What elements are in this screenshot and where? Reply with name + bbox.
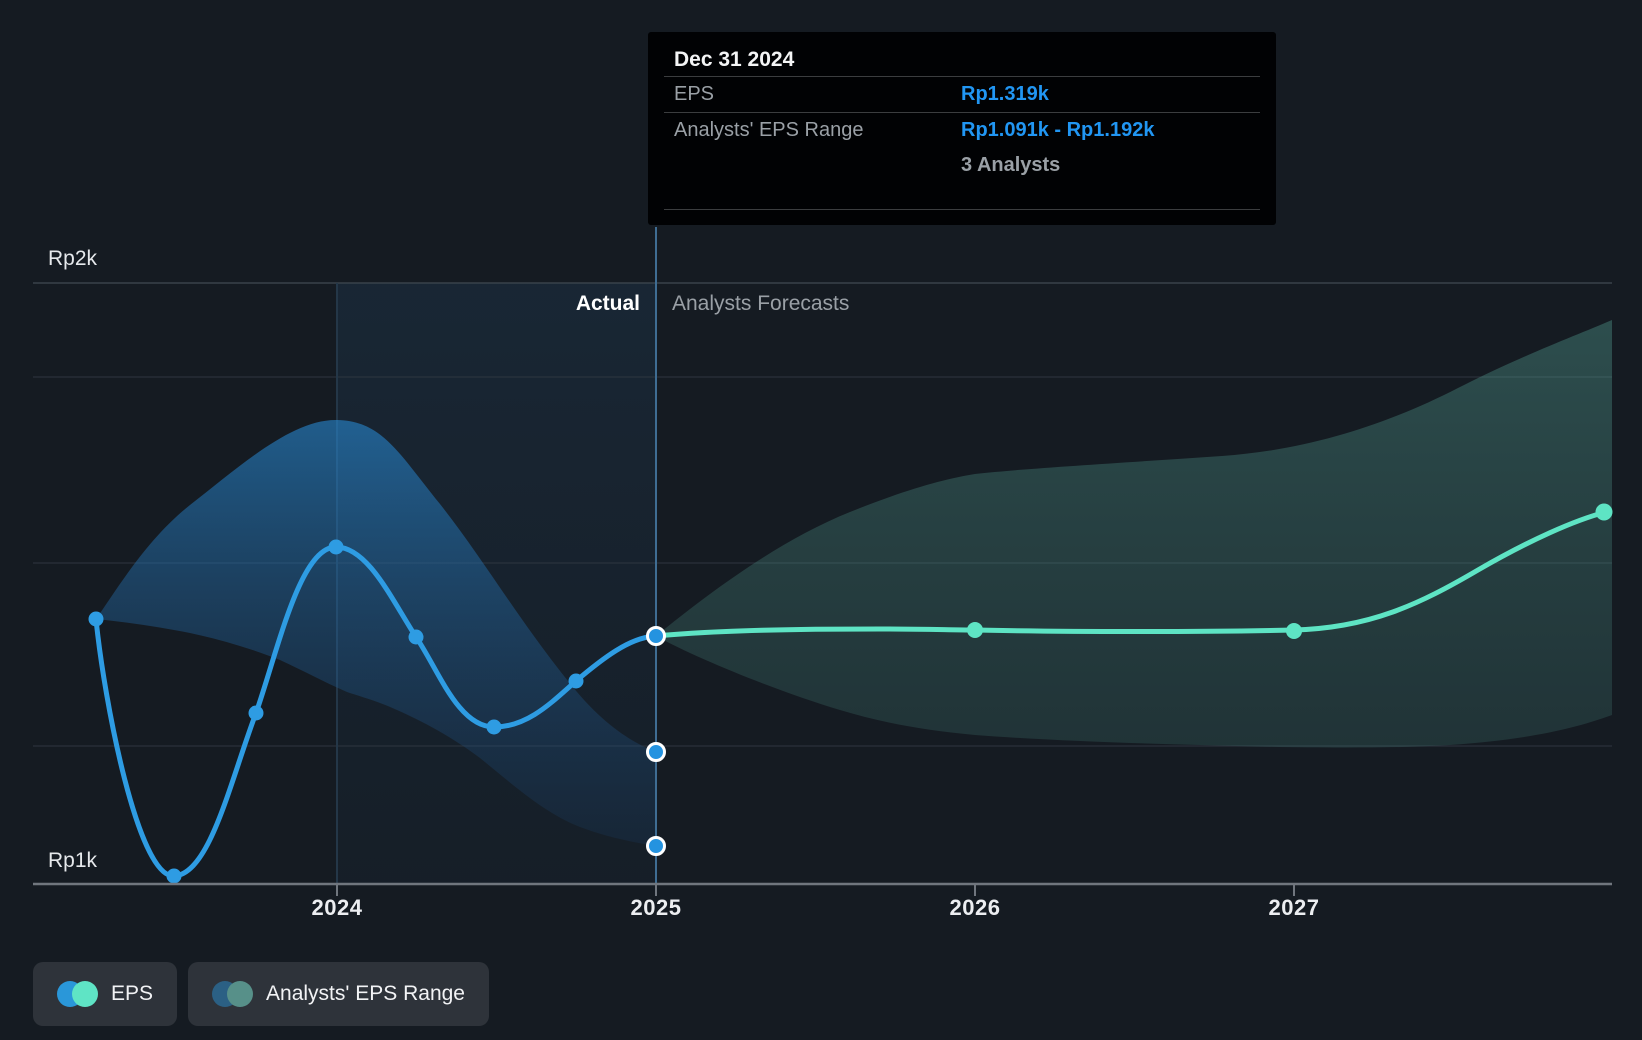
tooltip-range-value: Rp1.091k - Rp1.192k <box>961 119 1155 141</box>
eps-series-icon <box>57 981 98 1007</box>
chart-legend: EPS Analysts' EPS Range <box>33 962 489 1026</box>
x-tick-2027: 2027 <box>1268 895 1320 920</box>
legend-eps-label: EPS <box>111 982 154 1005</box>
hovered-point-markers[interactable] <box>646 626 666 856</box>
tooltip-range-label: Analysts' EPS Range <box>674 119 864 141</box>
x-tick-2024: 2024 <box>311 895 363 920</box>
x-axis <box>33 882 1612 896</box>
data-tooltip: Dec 31 2024 EPS Rp1.319k Analysts' EPS R… <box>648 32 1276 225</box>
tooltip-row-range: Analysts' EPS Range Rp1.091k - Rp1.192k <box>664 113 1260 148</box>
tooltip-row-eps: EPS Rp1.319k <box>664 77 1260 112</box>
forecast-phase-label: Analysts Forecasts <box>672 292 850 315</box>
y-axis-label-rp1k: Rp1k <box>48 849 98 872</box>
tooltip-divider <box>664 209 1260 210</box>
tooltip-eps-label: EPS <box>674 83 715 105</box>
legend-chip-eps[interactable]: EPS <box>33 962 178 1026</box>
tooltip-divider <box>664 76 1260 77</box>
x-tick-2026: 2026 <box>949 895 1001 920</box>
tooltip-analysts-count: 3 Analysts <box>961 154 1061 176</box>
tooltip-date-title: Dec 31 2024 <box>674 48 795 71</box>
y-axis-label-rp2k: Rp2k <box>48 247 98 270</box>
eps-forecast-line[interactable] <box>653 509 1609 639</box>
actual-phase-label: Actual <box>575 292 640 315</box>
tooltip-divider <box>664 112 1260 113</box>
eps-actual-range-band <box>96 419 656 846</box>
analysts-range-series-icon <box>212 981 254 1007</box>
eps-forecast-range-band <box>656 320 1612 748</box>
eps-forecast-markers[interactable] <box>967 503 1613 640</box>
legend-chip-analysts-range[interactable]: Analysts' EPS Range <box>188 962 489 1026</box>
tooltip-eps-value: Rp1.319k <box>961 83 1049 105</box>
legend-analysts-range-label: Analysts' EPS Range <box>266 982 465 1005</box>
eps-actual-markers[interactable] <box>88 539 584 884</box>
x-tick-2025: 2025 <box>630 895 682 920</box>
